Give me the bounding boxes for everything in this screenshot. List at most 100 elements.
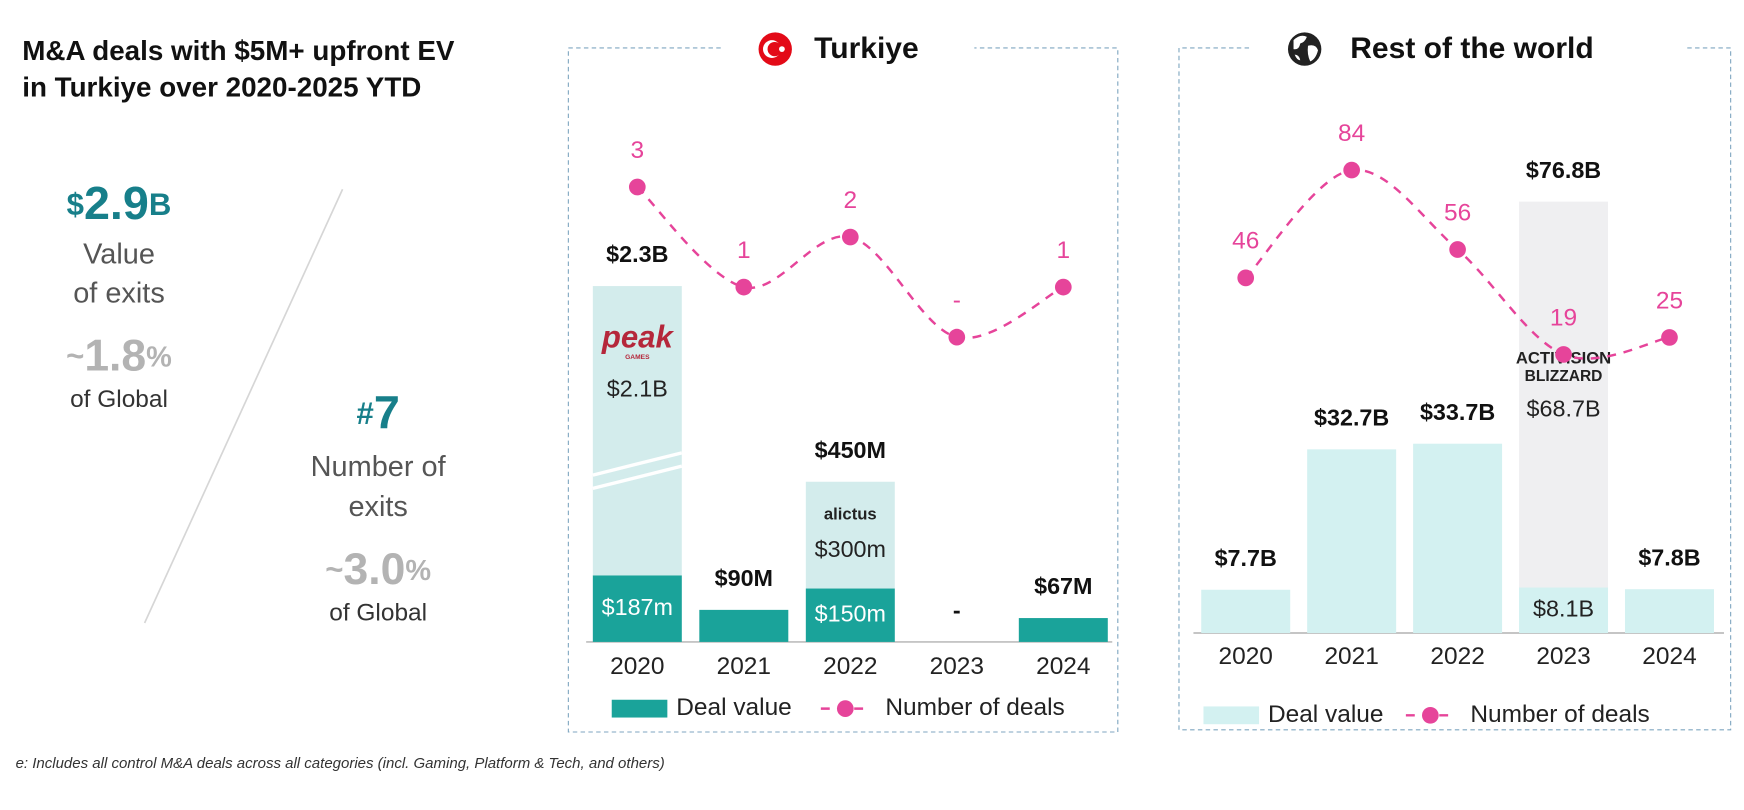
panel-border bbox=[1178, 47, 1732, 731]
bar-value-label: $7.7B bbox=[1215, 545, 1277, 571]
stat-value: #7 bbox=[357, 386, 400, 438]
bar-segment bbox=[1624, 589, 1714, 634]
legend-marker bbox=[836, 700, 854, 717]
bar-value-label: $7.8B bbox=[1638, 544, 1700, 570]
bar-value-label: - bbox=[953, 597, 961, 623]
bar-value-label: $300m bbox=[815, 536, 886, 562]
axis-break bbox=[592, 464, 683, 491]
bar-value-label: $68.7B bbox=[1527, 395, 1601, 421]
bar-segment bbox=[805, 481, 895, 589]
logo-text: alictus bbox=[824, 505, 877, 524]
x-tick-label: 2021 bbox=[717, 653, 771, 680]
bar-segment bbox=[1519, 201, 1609, 588]
share-suffix: % bbox=[405, 554, 431, 586]
bar-value-label: $2.1B bbox=[607, 376, 668, 402]
divider bbox=[143, 188, 344, 624]
x-tick-label: 2022 bbox=[1430, 643, 1484, 670]
panel-title: Rest of the world bbox=[1350, 32, 1593, 65]
stat-share: ~3.0% bbox=[325, 545, 431, 594]
line-point bbox=[1054, 278, 1072, 296]
axis-break bbox=[592, 451, 683, 477]
legend-swatch bbox=[1203, 706, 1260, 725]
logo-text: BLIZZARD bbox=[1525, 368, 1603, 385]
panel-border bbox=[567, 47, 1119, 733]
line-value-label: 3 bbox=[631, 137, 645, 164]
bar-segment bbox=[1413, 443, 1503, 634]
line-point bbox=[1237, 269, 1255, 287]
bar-value-label: $8.1B bbox=[1533, 595, 1594, 621]
legend-marker bbox=[1422, 706, 1439, 724]
x-tick-label: 2020 bbox=[1219, 643, 1273, 670]
bar-value-label: $90M bbox=[715, 565, 773, 591]
bar-value-label: $32.7B bbox=[1314, 404, 1389, 430]
logo-text: GAMES bbox=[625, 354, 650, 361]
stat-number: 2.9 bbox=[84, 177, 149, 229]
line-point bbox=[1449, 241, 1466, 258]
bar-value-label: $67M bbox=[1034, 573, 1092, 599]
share-prefix: ~ bbox=[325, 552, 343, 587]
title-line: M&A deals with $5M+ upfront EV bbox=[22, 35, 455, 66]
stat-label: Value bbox=[83, 239, 155, 271]
bar-segment bbox=[805, 588, 895, 642]
share-number: 1.8 bbox=[84, 331, 146, 380]
line-value-label: 46 bbox=[1232, 228, 1259, 255]
footnote: e: Includes all control M&A deals across… bbox=[16, 755, 665, 772]
logo-text: peak bbox=[601, 320, 675, 355]
line-point bbox=[735, 278, 753, 296]
bar-value-label: $33.7B bbox=[1420, 399, 1495, 425]
line-point bbox=[628, 178, 646, 196]
stat-prefix: # bbox=[357, 396, 374, 431]
x-tick-label: 2024 bbox=[1036, 653, 1090, 680]
line-point bbox=[1661, 329, 1678, 346]
bar-segment bbox=[1519, 587, 1609, 634]
total-label: $76.8B bbox=[1526, 157, 1601, 183]
bar-segment bbox=[1201, 589, 1291, 634]
line-value-label: 25 bbox=[1656, 287, 1683, 314]
line-value-label: 19 bbox=[1550, 304, 1577, 331]
line-point bbox=[841, 228, 859, 246]
stat-number: 7 bbox=[374, 386, 400, 438]
flag-icon bbox=[758, 32, 792, 66]
line-point bbox=[1343, 161, 1360, 179]
panel-title: Turkiye bbox=[814, 32, 919, 65]
legend-label: Number of deals bbox=[1470, 701, 1649, 728]
share-prefix: ~ bbox=[66, 339, 84, 374]
stat-value: $2.9B bbox=[67, 177, 172, 229]
line-value-label: 1 bbox=[1057, 237, 1071, 264]
globe-icon bbox=[1287, 32, 1322, 66]
line-point bbox=[1555, 346, 1572, 363]
total-label: $2.3B bbox=[606, 241, 668, 267]
stat-label: Number of bbox=[311, 451, 447, 483]
legend-label: Number of deals bbox=[885, 694, 1064, 721]
share-suffix: % bbox=[146, 341, 172, 373]
line-point bbox=[948, 328, 966, 346]
bar-segment bbox=[1018, 618, 1108, 642]
title-line: in Turkiye over 2020-2025 YTD bbox=[22, 71, 421, 102]
line-value-label: - bbox=[953, 287, 961, 314]
share-number: 3.0 bbox=[343, 545, 405, 594]
x-tick-label: 2024 bbox=[1642, 643, 1696, 670]
stat-share: ~1.8% bbox=[66, 331, 172, 380]
share-label: of Global bbox=[329, 600, 427, 627]
line-value-label: 2 bbox=[844, 187, 858, 214]
bar-segment bbox=[1307, 449, 1397, 634]
bar-segment bbox=[699, 609, 789, 642]
line-value-label: 56 bbox=[1444, 199, 1471, 226]
x-tick-label: 2020 bbox=[610, 653, 664, 680]
stat-suffix: B bbox=[149, 187, 171, 222]
x-tick-label: 2022 bbox=[823, 653, 877, 680]
legend-swatch bbox=[611, 699, 668, 718]
total-label: $450M bbox=[815, 437, 886, 463]
x-tick-label: 2021 bbox=[1324, 643, 1378, 670]
stat-label: of exits bbox=[73, 278, 165, 310]
x-tick-label: 2023 bbox=[1536, 643, 1590, 670]
legend-label: Deal value bbox=[1268, 701, 1384, 728]
line-value-label: 84 bbox=[1338, 120, 1365, 147]
stat-prefix: $ bbox=[67, 187, 84, 222]
bar-value-label: $187m bbox=[602, 594, 673, 620]
share-label: of Global bbox=[70, 386, 168, 413]
bar-segment bbox=[592, 575, 682, 642]
bar-segment bbox=[592, 286, 682, 576]
